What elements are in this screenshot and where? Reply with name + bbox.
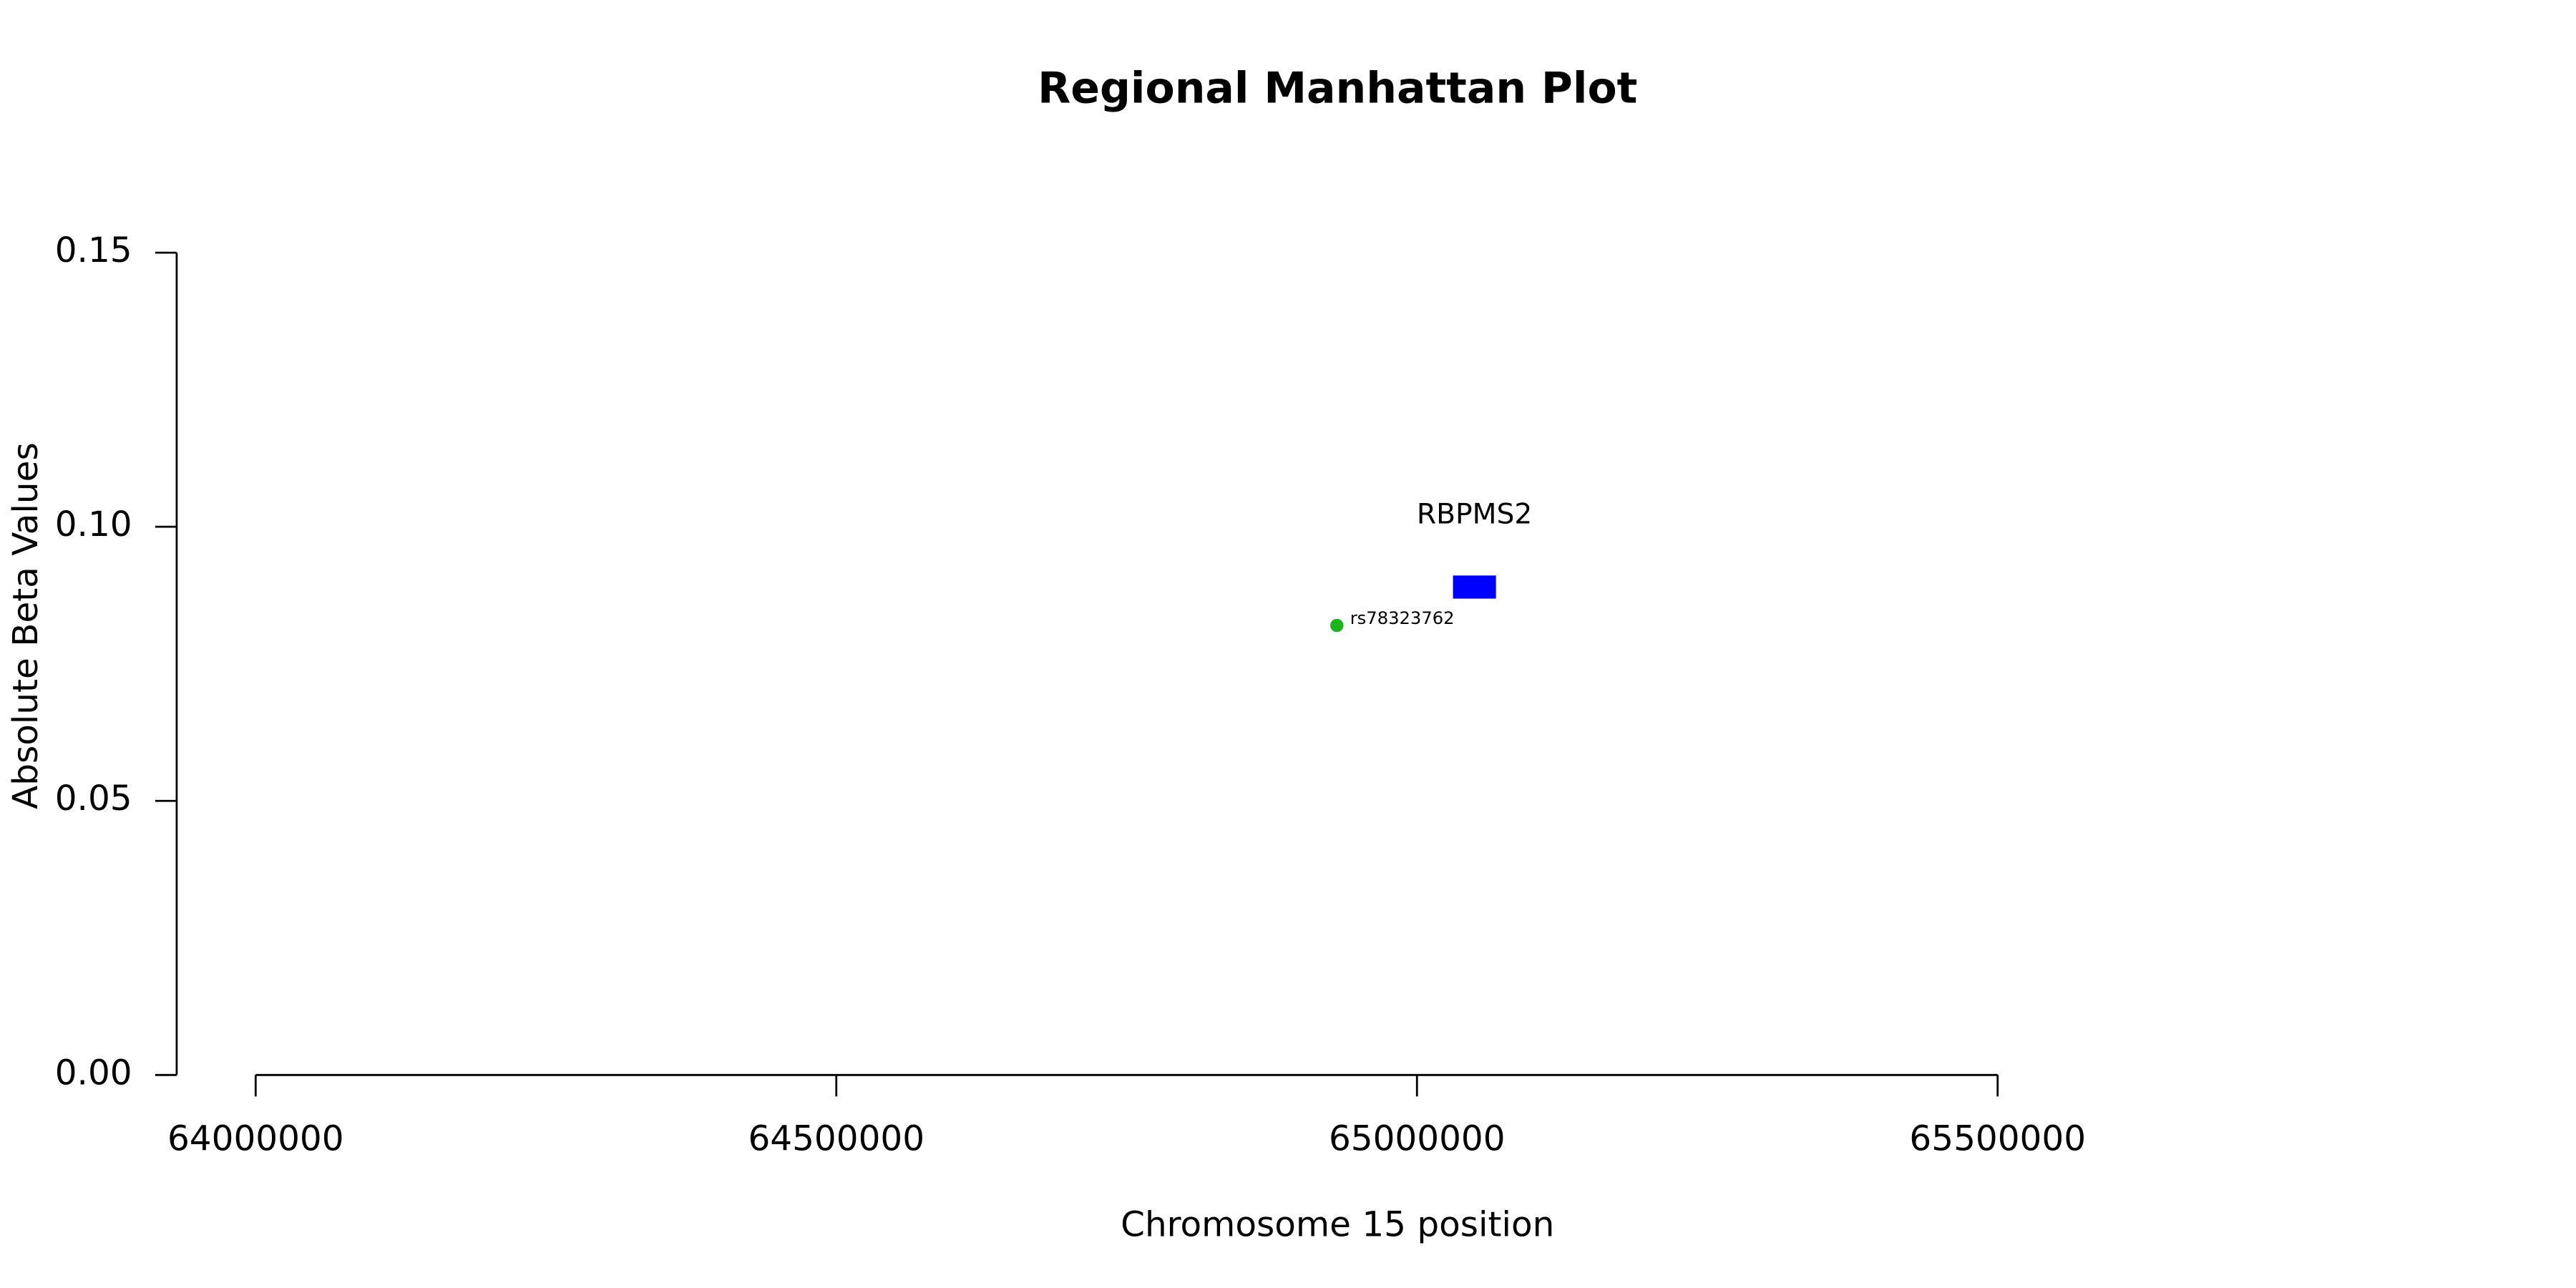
y-axis-title: Absolute Beta Values xyxy=(6,442,46,809)
x-tick-label: 64500000 xyxy=(748,1119,924,1159)
x-tick-label: 64000000 xyxy=(167,1119,344,1159)
gene xyxy=(1453,575,1496,599)
y-tick-label: 0.15 xyxy=(55,230,132,270)
y-tick-label: 0.10 xyxy=(55,504,132,545)
point-label: rs78323762 xyxy=(1350,608,1455,628)
y-tick-label: 0.00 xyxy=(55,1053,132,1093)
x-tick-label: 65000000 xyxy=(1329,1119,1506,1159)
chart-title: Regional Manhattan Plot xyxy=(1038,64,1637,114)
point xyxy=(1330,618,1344,633)
x-axis-title: Chromosome 15 position xyxy=(1121,1205,1554,1245)
gene-label: RBPMS2 xyxy=(1417,499,1533,531)
x-tick-label: 65500000 xyxy=(1909,1119,2086,1159)
y-tick-label: 0.05 xyxy=(55,779,132,819)
